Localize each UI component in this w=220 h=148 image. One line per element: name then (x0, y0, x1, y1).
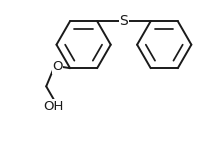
Text: O: O (52, 60, 63, 73)
Text: OH: OH (43, 100, 63, 113)
Text: S: S (119, 14, 128, 28)
